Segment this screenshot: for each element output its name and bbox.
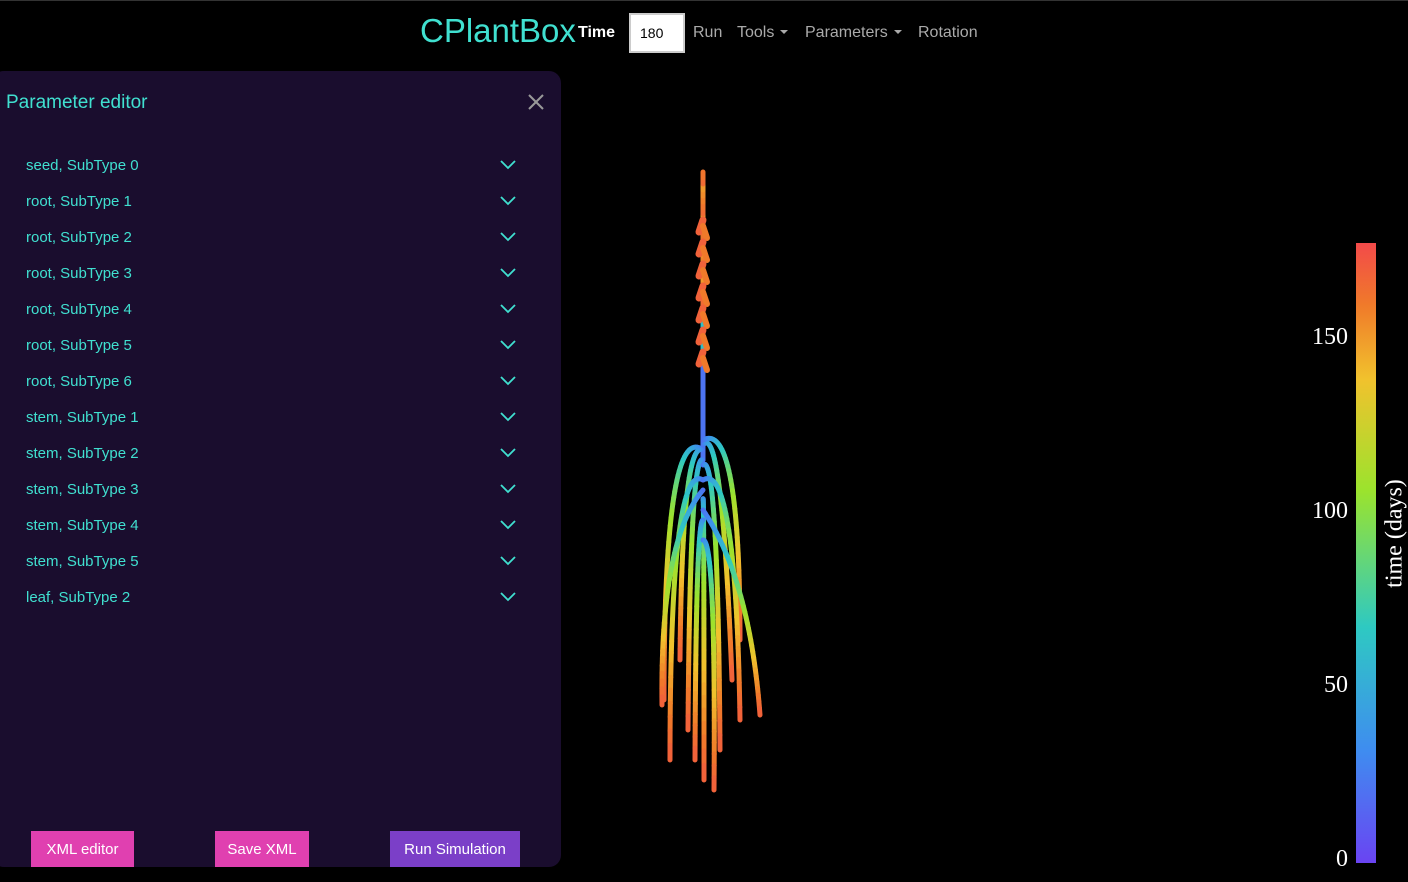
param-row[interactable]: stem, SubType 4: [26, 509, 526, 545]
param-label: root, SubType 1: [26, 193, 132, 210]
save-xml-button[interactable]: Save XML: [215, 831, 309, 867]
colorbar: [1356, 243, 1376, 863]
param-label: stem, SubType 3: [26, 481, 139, 498]
time-label: Time: [578, 24, 616, 41]
time-input[interactable]: [629, 13, 685, 53]
param-row[interactable]: root, SubType 6: [26, 365, 526, 401]
param-row[interactable]: seed, SubType 0: [26, 149, 526, 185]
param-row[interactable]: root, SubType 5: [26, 329, 526, 365]
param-row[interactable]: leaf, SubType 2: [26, 581, 526, 617]
close-icon[interactable]: [527, 93, 545, 111]
colorbar-tick: 0: [1336, 846, 1348, 872]
chevron-down-icon[interactable]: [499, 591, 517, 603]
chevron-down-icon[interactable]: [499, 159, 517, 171]
nav-tools-label: Tools: [737, 24, 775, 41]
nav-parameters-dropdown[interactable]: Parameters: [805, 23, 902, 43]
param-label: stem, SubType 4: [26, 517, 139, 534]
app-brand[interactable]: CPlantBox: [420, 12, 576, 49]
nav-rotation[interactable]: Rotation: [918, 24, 978, 41]
chevron-down-icon[interactable]: [499, 231, 517, 243]
panel-title: Parameter editor: [6, 92, 148, 113]
param-label: leaf, SubType 2: [26, 589, 131, 606]
chevron-down-icon[interactable]: [499, 267, 517, 279]
param-row[interactable]: root, SubType 2: [26, 221, 526, 257]
chevron-down-icon[interactable]: [499, 519, 517, 531]
param-row[interactable]: stem, SubType 2: [26, 437, 526, 473]
xml-editor-button[interactable]: XML editor: [31, 831, 134, 867]
nav-tools-dropdown[interactable]: Tools: [737, 23, 789, 43]
colorbar-tick: 150: [1312, 324, 1348, 350]
top-navbar: CPlantBox Time Run Tools Parameters Rota…: [0, 0, 1408, 64]
param-label: stem, SubType 2: [26, 445, 139, 462]
colorbar-tick: 100: [1312, 498, 1348, 524]
parameter-list: seed, SubType 0 root, SubType 1 root, SubT…: [26, 149, 526, 617]
caret-down-icon: [893, 30, 902, 34]
colorbar-tick: 50: [1324, 672, 1348, 698]
run-simulation-button[interactable]: Run Simulation: [390, 831, 520, 867]
param-label: root, SubType 2: [26, 229, 132, 246]
chevron-down-icon[interactable]: [499, 303, 517, 315]
chevron-down-icon[interactable]: [499, 447, 517, 459]
param-row[interactable]: stem, SubType 3: [26, 473, 526, 509]
plant-visualization[interactable]: [600, 160, 820, 800]
param-row[interactable]: stem, SubType 5: [26, 545, 526, 581]
chevron-down-icon[interactable]: [499, 375, 517, 387]
chevron-down-icon[interactable]: [499, 339, 517, 351]
colorbar-title: time (days): [1381, 479, 1408, 588]
caret-down-icon: [780, 30, 789, 34]
param-label: seed, SubType 0: [26, 157, 139, 174]
chevron-down-icon[interactable]: [499, 483, 517, 495]
param-label: root, SubType 6: [26, 373, 132, 390]
param-label: root, SubType 4: [26, 301, 132, 318]
param-label: root, SubType 5: [26, 337, 132, 354]
chevron-down-icon[interactable]: [499, 555, 517, 567]
parameter-editor-panel: Parameter editor seed, SubType 0 root, Su…: [0, 71, 561, 867]
param-label: stem, SubType 5: [26, 553, 139, 570]
param-label: root, SubType 3: [26, 265, 132, 282]
nav-run[interactable]: Run: [693, 24, 723, 41]
chevron-down-icon[interactable]: [499, 195, 517, 207]
param-row[interactable]: root, SubType 3: [26, 257, 526, 293]
param-row[interactable]: root, SubType 4: [26, 293, 526, 329]
param-row[interactable]: stem, SubType 1: [26, 401, 526, 437]
chevron-down-icon[interactable]: [499, 411, 517, 423]
param-row[interactable]: root, SubType 1: [26, 185, 526, 221]
nav-parameters-label: Parameters: [805, 24, 888, 41]
param-label: stem, SubType 1: [26, 409, 139, 426]
